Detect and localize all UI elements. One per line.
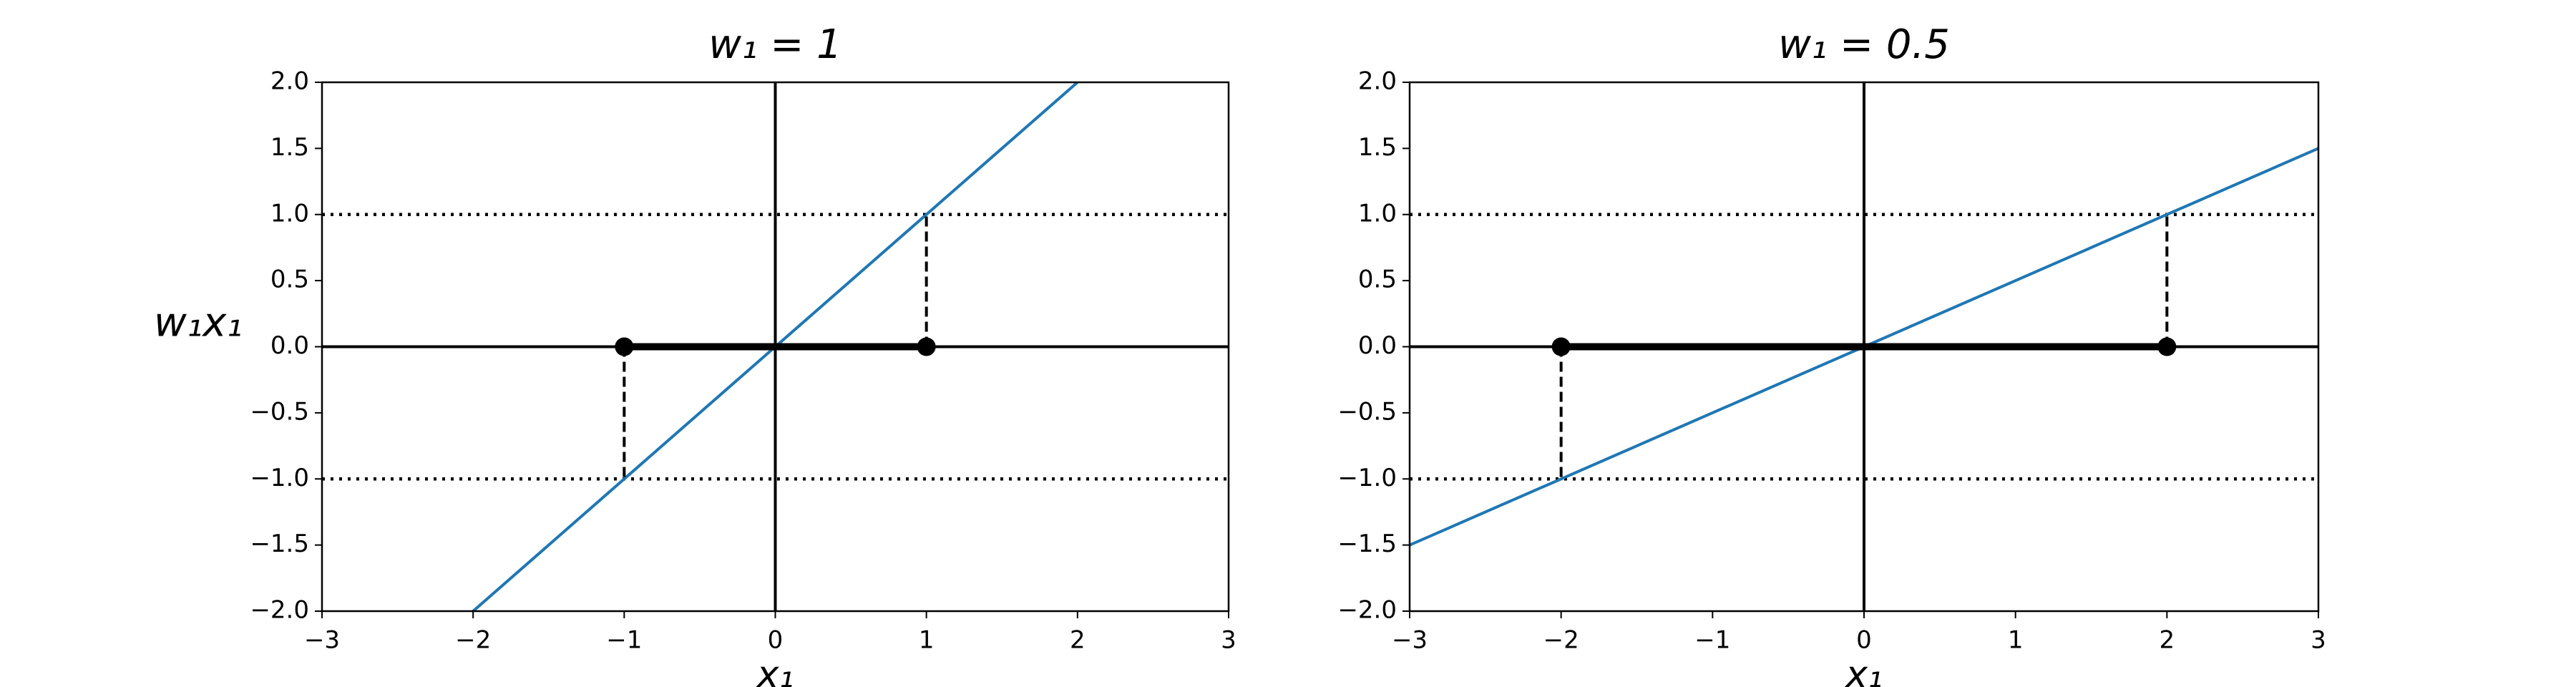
y-tick-label: 1.0: [270, 199, 309, 228]
x-tick-label: 3: [1221, 626, 1236, 655]
y-tick-label: 0.0: [1358, 331, 1397, 360]
y-tick-label: −1.0: [250, 464, 309, 492]
y-tick-label: 2.0: [1358, 67, 1397, 96]
x-tick-label: −1: [606, 626, 642, 655]
y-tick-label: −0.5: [250, 397, 309, 426]
plot-area: [1410, 82, 2318, 611]
y-tick-label: −0.5: [1337, 397, 1397, 426]
x-axis-label: x₁: [1844, 653, 1883, 687]
y-tick-label: 0.5: [270, 265, 309, 294]
y-tick-label: 1.5: [1358, 133, 1397, 162]
y-tick-label: 1.0: [1358, 199, 1397, 228]
point: [1551, 337, 1571, 356]
chart-title: w₁ = 1: [708, 21, 841, 68]
y-tick-label: 0.5: [1358, 265, 1397, 294]
x-tick-label: 2: [1070, 626, 1085, 655]
x-tick-label: 0: [1856, 626, 1872, 655]
x-tick-label: −1: [1694, 626, 1730, 655]
x-tick-label: −2: [455, 626, 491, 655]
y-tick-label: −2.0: [1337, 596, 1397, 625]
point: [917, 337, 936, 356]
x-tick-label: −2: [1543, 626, 1579, 655]
y-tick-label: 0.0: [270, 331, 309, 360]
plot-area: [322, 82, 1229, 611]
point: [615, 337, 634, 356]
x-tick-label: 3: [2311, 626, 2326, 655]
y-tick-label: −1.0: [1337, 464, 1397, 492]
y-tick-label: 1.5: [270, 133, 309, 162]
x-tick-label: −3: [304, 626, 340, 655]
x-axis-label: x₁: [756, 653, 794, 687]
x-tick-label: −3: [1392, 626, 1428, 655]
y-tick-label: −1.5: [1337, 530, 1397, 558]
x-tick-label: 0: [768, 626, 784, 655]
x-tick-label: 2: [2160, 626, 2175, 655]
y-axis-label: w₁x₁: [154, 300, 243, 346]
x-tick-label: 1: [919, 626, 935, 655]
y-tick-label: −1.5: [250, 530, 309, 558]
chart-title: w₁ = 0.5: [1778, 21, 1950, 68]
x-tick-label: 1: [2008, 626, 2024, 655]
y-tick-label: 2.0: [270, 67, 309, 96]
point: [2157, 337, 2177, 356]
y-tick-label: −2.0: [250, 596, 309, 625]
